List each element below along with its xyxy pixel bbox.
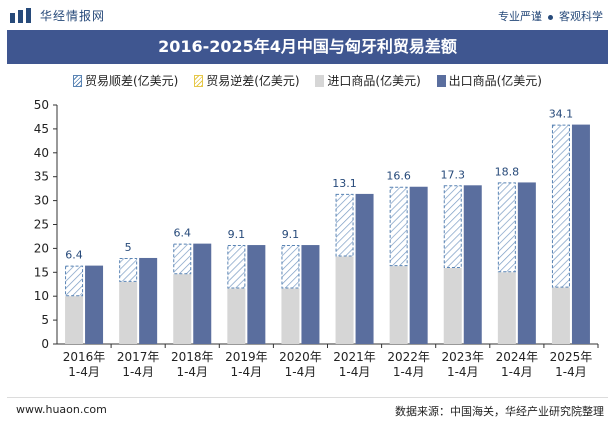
surplus-bar — [551, 124, 570, 288]
surplus-data-label: 6.4 — [65, 249, 83, 262]
surplus-data-label: 5 — [125, 241, 132, 254]
surplus-bar — [497, 182, 516, 273]
import-bar — [65, 296, 84, 344]
import-bar — [281, 288, 300, 344]
surplus-data-label: 18.8 — [495, 165, 520, 178]
y-tick-label: 40 — [34, 146, 49, 160]
legend-item-export: 出口商品(亿美元) — [436, 72, 542, 89]
data-source: 数据来源：中国海关，华经产业研究院整理 — [395, 405, 604, 418]
x-category-label: 2017年 1-4月 — [117, 350, 160, 379]
export-bar — [463, 185, 482, 344]
y-tick-label: 5 — [41, 313, 49, 327]
legend-swatch-deficit — [194, 75, 204, 87]
surplus-data-label: 9.1 — [282, 228, 300, 241]
x-category-label: 2025年 1-4月 — [550, 350, 593, 379]
top-bar: 华经情报网 专业严谨 客观科学 — [0, 0, 615, 30]
y-tick-label: 50 — [34, 98, 49, 112]
export-bar — [409, 186, 428, 344]
export-bar — [139, 257, 158, 344]
legend-label-export: 出口商品(亿美元) — [448, 74, 542, 88]
x-category-label: 2024年 1-4月 — [496, 350, 539, 379]
legend-swatch-surplus — [73, 75, 82, 87]
slogan-right: 客观科学 — [559, 10, 603, 23]
legend-item-import: 进口商品(亿美元) — [315, 72, 421, 89]
y-tick-label: 20 — [34, 241, 49, 255]
import-bar — [389, 266, 408, 344]
x-category-label: 2020年 1-4月 — [279, 350, 322, 379]
title-bar: 2016-2025年4月中国与匈牙利贸易差额 — [7, 30, 608, 64]
surplus-bar — [389, 186, 408, 267]
logo-icon — [10, 8, 31, 23]
surplus-data-label: 6.4 — [174, 227, 192, 240]
export-bar — [193, 243, 212, 344]
export-bar — [355, 193, 374, 344]
legend: 贸易顺差(亿美元) 贸易逆差(亿美元) 进口商品(亿美元) 出口商品(亿美元) — [0, 72, 615, 89]
import-bar — [119, 281, 138, 344]
import-bar — [173, 274, 192, 344]
y-tick-label: 0 — [41, 337, 49, 351]
surplus-bar — [227, 245, 246, 289]
export-bar — [517, 182, 536, 344]
x-category-label: 2019年 1-4月 — [225, 350, 268, 379]
x-category-label: 2018年 1-4月 — [171, 350, 214, 379]
surplus-data-label: 13.1 — [332, 177, 357, 190]
website-link[interactable]: www.huaon.com — [16, 403, 107, 416]
surplus-bar — [335, 193, 354, 257]
slogan: 专业严谨 客观科学 — [498, 8, 603, 24]
y-tick-label: 10 — [34, 289, 49, 303]
surplus-bar — [173, 243, 192, 275]
import-bar — [335, 256, 354, 344]
x-category-label: 2023年 1-4月 — [441, 350, 484, 379]
import-bar — [551, 287, 570, 344]
separator-dot-icon — [548, 14, 553, 20]
surplus-data-label: 17.3 — [441, 168, 466, 181]
footer: www.huaon.com 数据来源：中国海关，华经产业研究院整理 — [7, 397, 608, 422]
surplus-data-label: 34.1 — [549, 108, 574, 121]
surplus-bar — [65, 265, 84, 297]
y-tick-label: 15 — [34, 265, 49, 279]
legend-label-surplus: 贸易顺差(亿美元) — [85, 74, 179, 88]
legend-item-surplus: 贸易顺差(亿美元) — [73, 72, 178, 89]
legend-item-deficit: 贸易逆差(亿美元) — [194, 72, 300, 89]
legend-swatch-import — [315, 75, 325, 87]
surplus-bar — [443, 185, 462, 268]
legend-swatch-export — [436, 75, 446, 87]
import-bar — [497, 272, 516, 344]
surplus-data-label: 16.6 — [386, 170, 411, 183]
surplus-bar — [119, 257, 138, 282]
x-category-label: 2022年 1-4月 — [387, 350, 430, 379]
export-bar — [247, 245, 266, 344]
surplus-bar — [281, 245, 300, 289]
y-tick-label: 30 — [34, 194, 49, 208]
y-tick-label: 25 — [34, 218, 49, 232]
export-bar — [301, 245, 320, 344]
y-tick-label: 35 — [34, 170, 49, 184]
import-bar — [227, 288, 246, 344]
slogan-left: 专业严谨 — [498, 10, 542, 23]
chart-title: 2016-2025年4月中国与匈牙利贸易差额 — [158, 37, 457, 56]
site-name: 华经情报网 — [40, 9, 106, 23]
y-tick-label: 45 — [34, 122, 49, 136]
legend-label-import: 进口商品(亿美元) — [327, 74, 421, 88]
x-category-label: 2021年 1-4月 — [333, 350, 376, 379]
export-bar — [571, 124, 590, 345]
surplus-data-label: 9.1 — [228, 228, 246, 241]
legend-label-deficit: 贸易逆差(亿美元) — [206, 74, 300, 88]
export-bar — [85, 265, 104, 344]
x-category-label: 2016年 1-4月 — [63, 350, 106, 379]
import-bar — [443, 267, 462, 344]
